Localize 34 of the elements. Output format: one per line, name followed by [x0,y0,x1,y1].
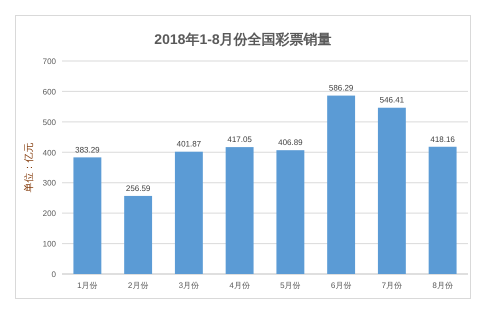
x-tick-label: 8月份 [432,281,453,290]
y-tick-label: 400 [42,148,57,158]
data-label: 401.87 [176,140,202,149]
data-label: 546.41 [380,96,405,105]
y-tick-label: 200 [42,209,57,218]
y-tick-label: 0 [52,270,57,279]
data-label: 383.29 [75,145,100,154]
y-axis-title: 单位：亿元 [23,142,35,192]
data-label: 418.16 [430,134,456,144]
bar [428,146,457,274]
bar [73,157,102,274]
bar [276,150,304,274]
bar [378,108,406,274]
x-tick-label: 7月份 [382,281,402,290]
y-tick-label: 600 [42,87,57,96]
data-label: 406.89 [278,138,304,148]
data-label: 256.59 [126,184,151,193]
data-label: 586.29 [328,84,354,93]
data-label: 417.05 [227,135,252,144]
x-tick-label: 1月份 [77,281,98,290]
x-tick-label: 5月份 [280,281,301,290]
x-tick-label: 6月份 [330,281,352,290]
y-tick-label: 700 [42,57,57,66]
bar [174,152,203,274]
y-tick-label: 500 [42,118,57,127]
x-tick-label: 2月份 [128,281,148,290]
bar [124,196,152,274]
chart-title: 2018年1-8月份全国彩票销量 [154,31,332,47]
x-tick-label: 4月份 [229,281,250,290]
y-tick-label: 300 [42,178,57,188]
bar [226,147,254,274]
y-tick-label: 100 [42,240,57,249]
bar [327,96,356,274]
x-tick-label: 3月份 [178,281,200,290]
